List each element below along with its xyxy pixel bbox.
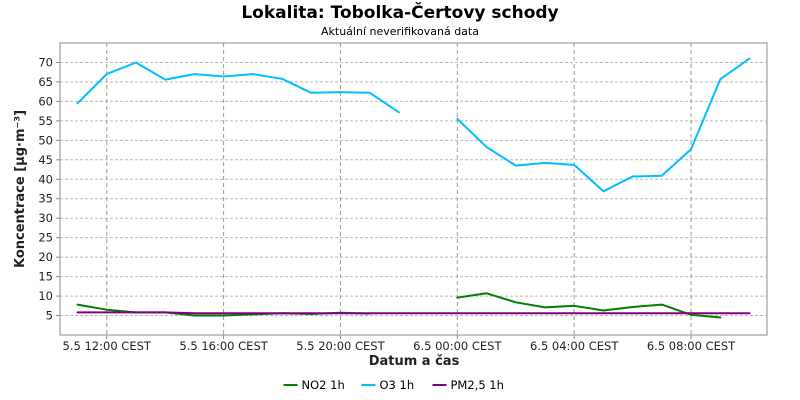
series-line-2 xyxy=(76,311,751,315)
series-lines xyxy=(76,57,751,319)
y-tick-label: 50 xyxy=(38,133,53,147)
series-line-1 xyxy=(76,57,751,193)
x-tick-label: 6.5 00:00 CEST xyxy=(413,339,502,353)
y-tick-label: 40 xyxy=(38,172,53,186)
y-tick-label: 30 xyxy=(38,211,53,225)
y-tick-label: 45 xyxy=(38,153,53,167)
x-tick-label: 6.5 08:00 CEST xyxy=(647,339,736,353)
chart-subtitle: Aktuální neverifikovaná data xyxy=(321,25,479,38)
y-tick-label: 65 xyxy=(38,75,53,89)
legend-label: NO2 1h xyxy=(302,378,345,392)
y-tick-label: 70 xyxy=(38,55,53,69)
x-tick-label: 6.5 04:00 CEST xyxy=(530,339,619,353)
y-axis: 5 10 15 20 25 30 35 40 45 50 55 60 65 70 xyxy=(38,55,60,323)
x-tick-label: 5.5 16:00 CEST xyxy=(179,339,268,353)
y-tick-label: 10 xyxy=(38,289,53,303)
y-tick-label: 55 xyxy=(38,114,53,128)
legend-label: PM2,5 1h xyxy=(451,378,504,392)
x-axis: 5.5 12:00 CEST 5.5 16:00 CEST 5.5 20:00 CE… xyxy=(63,335,736,353)
legend-item-0: NO2 1h xyxy=(283,378,345,392)
y-tick-label: 60 xyxy=(38,94,53,108)
chart-title: Lokalita: Tobolka-Čertovy schody xyxy=(241,1,558,23)
legend-item-1: O3 1h xyxy=(361,378,415,392)
grid xyxy=(60,43,767,335)
x-tick-label: 5.5 12:00 CEST xyxy=(63,339,152,353)
y-axis-label: Koncentrace [µg·m⁻³] xyxy=(13,110,28,268)
x-axis-label: Datum a čas xyxy=(369,354,460,369)
y-tick-label: 35 xyxy=(38,192,53,206)
plot-area xyxy=(59,42,768,336)
y-tick-label: 20 xyxy=(38,250,53,264)
legend: NO2 1h O3 1h PM2,5 1h xyxy=(283,378,504,392)
legend-item-2: PM2,5 1h xyxy=(432,378,504,392)
x-tick-label: 5.5 20:00 CEST xyxy=(296,339,385,353)
y-tick-label: 15 xyxy=(38,270,53,284)
y-tick-label: 5 xyxy=(46,309,53,323)
y-tick-label: 25 xyxy=(38,231,53,245)
legend-label: O3 1h xyxy=(380,378,415,392)
